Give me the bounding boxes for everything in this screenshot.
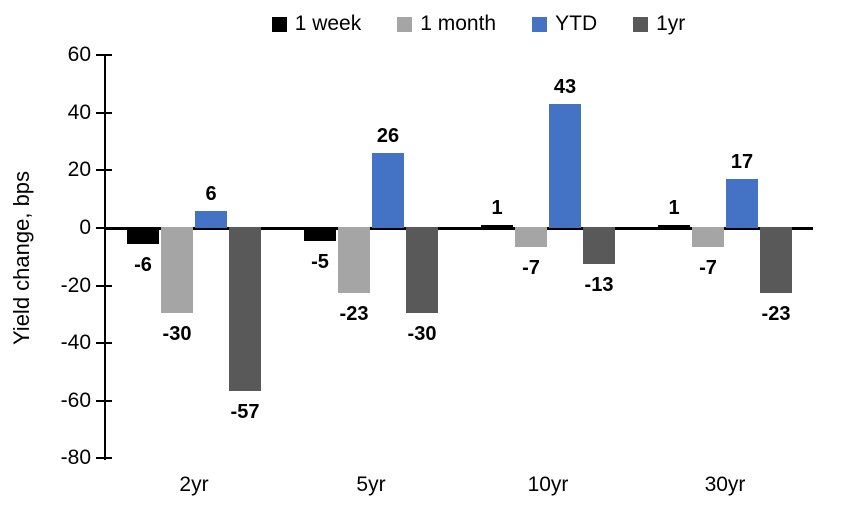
y-axis-tick-label: -60 (60, 389, 91, 412)
y-axis-tick (96, 54, 112, 56)
data-label: 1 (491, 197, 503, 219)
y-axis-tick-label: -40 (60, 331, 91, 354)
category-label-10yr: 10yr (527, 473, 569, 496)
bar-1yr-2yr (229, 227, 261, 391)
y-axis-tick-label: -20 (60, 274, 91, 297)
bar-1yr-10yr (583, 227, 615, 264)
legend-label: 1 week (294, 12, 362, 35)
data-label: 43 (553, 76, 577, 98)
legend-label: YTD (555, 12, 598, 35)
category-label-2yr: 2yr (179, 473, 209, 496)
legend-item: YTD (532, 12, 597, 36)
legend-marker-icon (271, 16, 287, 32)
y-axis-tick (96, 285, 112, 287)
y-axis-tick (96, 400, 112, 402)
y-axis-tick (96, 342, 112, 344)
y-axis-tick-label: 20 (67, 158, 91, 181)
data-label: 6 (205, 183, 217, 205)
legend-marker-icon (397, 16, 413, 32)
data-label: -30 (162, 323, 192, 345)
y-axis-tick-label: 0 (79, 216, 91, 239)
y-axis-tick (96, 227, 112, 229)
data-label: -7 (699, 257, 717, 279)
bar-YTD-2yr (195, 211, 227, 228)
y-axis-title: Yield change, bps (9, 170, 34, 346)
data-label: 17 (730, 151, 754, 173)
bar-1-week-30yr (658, 225, 690, 228)
bar-1-week-10yr (481, 225, 513, 228)
bar-1-week-5yr (304, 227, 336, 241)
data-label: -6 (134, 254, 152, 276)
data-label: -30 (407, 323, 437, 345)
data-label: -23 (339, 303, 369, 325)
y-axis-tick-label: 40 (67, 101, 91, 124)
zero-line (105, 227, 813, 230)
data-label: 26 (376, 125, 400, 147)
legend: 1 week 1 month YTD 1yr (105, 10, 852, 38)
y-axis-tick-label: -80 (60, 446, 91, 469)
y-axis-tick-label: 60 (67, 43, 91, 66)
y-axis-line (104, 55, 106, 460)
bar-1yr-5yr (406, 227, 438, 313)
data-label: -23 (761, 303, 791, 325)
data-label: -13 (584, 274, 614, 296)
legend-item: 1 month (397, 12, 496, 36)
bar-1-week-2yr (127, 227, 159, 244)
bar-1-month-30yr (692, 227, 724, 247)
data-label: -7 (522, 257, 540, 279)
data-label: -5 (311, 251, 329, 273)
bar-1yr-30yr (760, 227, 792, 293)
legend-item: 1 week (271, 12, 362, 36)
data-label: -57 (230, 401, 260, 423)
y-axis-tick (96, 169, 112, 171)
data-label: 1 (668, 197, 680, 219)
y-axis-tick (96, 457, 112, 459)
legend-marker-icon (532, 16, 548, 32)
bar-1-month-5yr (338, 227, 370, 293)
category-label-30yr: 30yr (704, 473, 746, 496)
bar-YTD-10yr (549, 104, 581, 228)
bar-YTD-5yr (372, 153, 404, 228)
bar-YTD-30yr (726, 179, 758, 228)
legend-label: 1 month (420, 12, 497, 35)
y-axis-tick (96, 112, 112, 114)
legend-marker-icon (633, 16, 649, 32)
legend-item: 1yr (633, 12, 685, 36)
category-label-5yr: 5yr (356, 473, 386, 496)
legend-label: 1yr (656, 12, 686, 35)
bar-1-month-10yr (515, 227, 547, 247)
bar-1-month-2yr (161, 227, 193, 313)
